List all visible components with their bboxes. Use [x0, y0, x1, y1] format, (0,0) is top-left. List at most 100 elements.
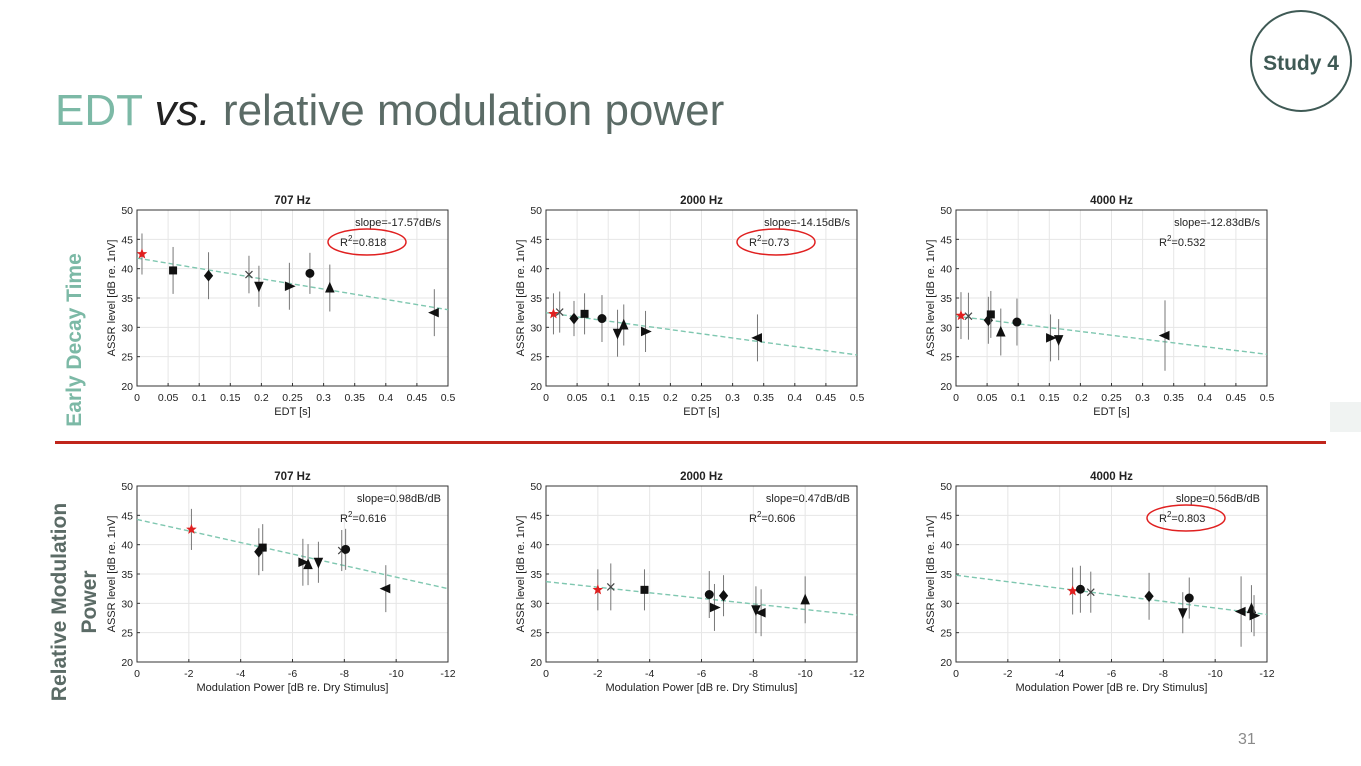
data-point — [996, 325, 1006, 337]
x-tick-label: -8 — [749, 668, 758, 680]
x-tick-label: 0.15 — [1039, 392, 1060, 404]
x-tick-label: 0.4 — [1197, 392, 1212, 404]
y-tick-label: 35 — [121, 293, 133, 305]
y-tick-label: 50 — [121, 481, 133, 493]
data-point — [1144, 590, 1154, 603]
slope-annotation: slope=0.98dB/dB — [357, 493, 441, 505]
y-tick-label: 45 — [530, 234, 542, 246]
data-point — [325, 281, 335, 293]
x-tick-label: 0.35 — [1163, 392, 1184, 404]
x-tick-label: -6 — [697, 668, 706, 680]
x-tick-label: 0.05 — [158, 392, 179, 404]
chart-mp-707hz: 0 -2 -4 -6 -8 -10 -12 20 25 30 35 40 45 50 707 Hz Modul… — [106, 471, 456, 694]
y-tick-label: 20 — [940, 657, 952, 669]
x-axis-label: EDT [s] — [1093, 406, 1129, 418]
data-point — [580, 309, 589, 318]
grid — [545, 485, 858, 663]
slope-annotation: slope=-12.83dB/s — [1174, 217, 1260, 229]
grid — [136, 485, 449, 663]
x-axis-label: EDT [s] — [683, 406, 719, 418]
data-point — [754, 607, 766, 618]
data-point — [751, 605, 761, 617]
x-axis-label: Modulation Power [dB re. Dry Stimulus] — [1016, 682, 1208, 694]
data-point — [1086, 588, 1095, 597]
slope-annotation: slope=-14.15dB/s — [764, 217, 850, 229]
data-point — [709, 602, 721, 613]
x-tick-label: 0.05 — [567, 392, 588, 404]
page-number: 31 — [1238, 731, 1256, 748]
y-tick-label: 30 — [530, 322, 542, 334]
data-point — [284, 281, 296, 292]
x-tick-label: 0.15 — [629, 392, 650, 404]
data-point — [169, 266, 178, 275]
x-tick-label: 0.2 — [1073, 392, 1088, 404]
x-tick-label: -6 — [288, 668, 297, 680]
data-point — [341, 544, 351, 554]
x-tick-label: 0.3 — [1135, 392, 1150, 404]
data-point — [305, 268, 315, 278]
data-point — [1234, 606, 1246, 617]
x-tick-label: 0.3 — [725, 392, 740, 404]
y-tick-label: 40 — [940, 264, 952, 276]
highlight-ellipse — [1146, 504, 1226, 532]
data-point — [1158, 330, 1170, 341]
r2-value: =0.73 — [761, 237, 789, 249]
x-tick-label: -4 — [236, 668, 245, 680]
r2-superscript: 2 — [1167, 510, 1172, 519]
data-point — [1046, 333, 1057, 343]
r2-value: =0.606 — [761, 513, 795, 525]
x-tick-label: 0.4 — [378, 392, 393, 404]
data-point — [1012, 317, 1022, 327]
r2-value: =0.616 — [352, 513, 386, 525]
y-axis-label: ASSR level [dB re. 1nV] — [515, 240, 527, 357]
chart-title: 707 Hz — [274, 471, 311, 483]
row-divider — [55, 441, 1326, 444]
y-tick-label: 20 — [121, 381, 133, 393]
grid — [955, 209, 1268, 387]
y-tick-label: 50 — [530, 205, 542, 217]
study-badge-circle — [1250, 10, 1352, 112]
r2-annotation: R2=0.616 — [340, 510, 386, 525]
y-tick-label: 35 — [530, 569, 542, 581]
x-tick-label: 0.2 — [663, 392, 678, 404]
r2-value: =0.532 — [1171, 237, 1205, 249]
x-tick-label: -2 — [184, 668, 193, 680]
data-point — [186, 523, 197, 534]
x-tick-label: -4 — [1055, 668, 1064, 680]
data-point — [428, 307, 439, 318]
x-tick-label: -8 — [340, 668, 349, 680]
x-tick-label: -8 — [1159, 668, 1168, 680]
y-tick-label: 20 — [530, 381, 542, 393]
x-tick-label: 0.25 — [1101, 392, 1122, 404]
x-tick-label: 0 — [953, 668, 959, 680]
x-tick-label: 0.45 — [1226, 392, 1247, 404]
data-point — [1249, 610, 1261, 621]
y-tick-label: 20 — [530, 657, 542, 669]
x-tick-label: 0.1 — [601, 392, 616, 404]
x-tick-label: 0 — [543, 668, 549, 680]
data-point — [1075, 584, 1085, 594]
y-axis-label: ASSR level [dB re. 1nV] — [106, 240, 118, 357]
y-tick-label: 30 — [530, 598, 542, 610]
data-point — [597, 314, 607, 324]
y-tick-label: 40 — [940, 540, 952, 552]
title-rest: relative modulation power — [222, 86, 725, 135]
y-tick-label: 40 — [530, 540, 542, 552]
y-tick-label: 30 — [940, 598, 952, 610]
y-tick-label: 20 — [121, 657, 133, 669]
row-label-edt: Early Decay Time — [63, 253, 86, 427]
y-tick-label: 25 — [121, 352, 133, 364]
x-tick-label: 0.35 — [753, 392, 774, 404]
data-point — [313, 557, 324, 569]
chart-mp-4000hz: 0 -2 -4 -6 -8 -10 -12 20 25 30 35 40 45 50 4000 Hz Modu… — [925, 471, 1275, 694]
data-point — [203, 269, 214, 282]
data-point — [964, 312, 973, 321]
x-tick-label: 0.25 — [691, 392, 712, 404]
data-point — [618, 318, 629, 330]
data-point — [258, 543, 267, 552]
y-axis-label: ASSR level [dB re. 1nV] — [925, 240, 937, 357]
x-tick-label: -10 — [1208, 668, 1223, 680]
y-tick-label: 25 — [121, 628, 133, 640]
fit-line — [136, 257, 449, 311]
chart-title: 2000 Hz — [680, 195, 723, 207]
